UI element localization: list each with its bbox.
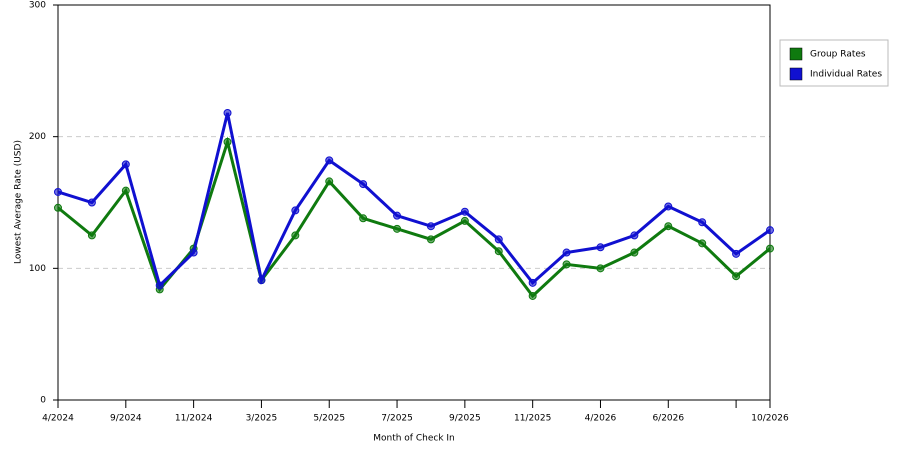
point xyxy=(291,206,300,215)
point xyxy=(223,137,232,146)
point xyxy=(562,248,571,257)
point xyxy=(121,160,130,169)
legend-label: Individual Rates xyxy=(810,70,882,80)
x-axis-label: Month of Check In xyxy=(373,434,455,444)
x-tick-label: 7/2025 xyxy=(381,414,413,424)
x-tick-label: 3/2025 xyxy=(246,414,278,424)
point xyxy=(189,248,198,257)
y-tick-label: 0 xyxy=(40,396,46,406)
x-tick-label: 4/2026 xyxy=(585,414,617,424)
x-tick-label: 5/2025 xyxy=(313,414,345,424)
x-tick-label: 4/2024 xyxy=(42,414,74,424)
point xyxy=(54,187,62,196)
series-line xyxy=(57,136,771,299)
y-tick-label: 100 xyxy=(29,264,46,274)
point xyxy=(460,216,469,225)
point xyxy=(426,235,435,244)
legend-swatch xyxy=(789,47,803,61)
point xyxy=(766,226,774,235)
point xyxy=(528,278,537,287)
point xyxy=(359,180,368,189)
point xyxy=(359,214,368,223)
legend-label: Group Rates xyxy=(810,50,866,60)
point xyxy=(766,244,774,253)
point xyxy=(87,198,96,207)
point xyxy=(325,156,334,165)
y-tick-label: 300 xyxy=(29,1,46,11)
point xyxy=(630,231,639,240)
point xyxy=(596,243,605,252)
point xyxy=(732,249,741,258)
point xyxy=(630,248,639,257)
plot-frame xyxy=(57,4,771,401)
point xyxy=(494,235,503,244)
point xyxy=(698,239,707,248)
point xyxy=(155,281,164,290)
point xyxy=(664,202,673,211)
x-tick-label: 11/2024 xyxy=(175,414,213,424)
point xyxy=(528,291,537,300)
x-tick-label: 11/2025 xyxy=(514,414,551,424)
point xyxy=(393,211,402,220)
point xyxy=(257,276,266,285)
point xyxy=(460,207,469,216)
x-tick-label: 10/2026 xyxy=(751,414,789,424)
point xyxy=(121,186,130,195)
point xyxy=(426,222,435,231)
y-tick-label: 200 xyxy=(29,132,46,142)
point xyxy=(698,218,707,227)
x-tick-label: 9/2025 xyxy=(449,414,481,424)
point xyxy=(562,260,571,269)
point xyxy=(664,222,673,231)
point xyxy=(291,231,300,240)
point xyxy=(494,247,503,256)
point xyxy=(87,231,96,240)
point xyxy=(393,224,402,233)
x-tick-label: 6/2026 xyxy=(652,414,684,424)
point xyxy=(325,177,334,186)
legend-swatch xyxy=(789,67,803,81)
x-tick-label: 9/2024 xyxy=(110,414,142,424)
point xyxy=(596,264,605,273)
point xyxy=(54,203,62,212)
y-axis-label: Lowest Average Rate (USD) xyxy=(14,140,24,264)
point xyxy=(732,272,741,281)
series-line xyxy=(57,112,771,289)
point xyxy=(223,108,232,117)
